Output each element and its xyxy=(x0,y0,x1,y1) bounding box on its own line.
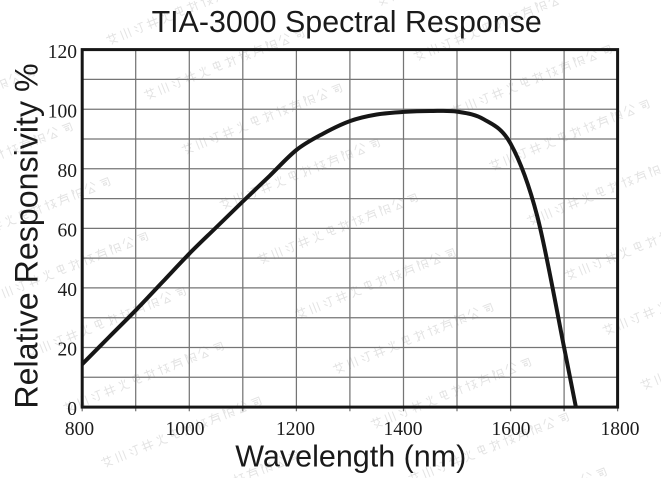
svg-text:1000: 1000 xyxy=(166,419,205,440)
svg-text:100: 100 xyxy=(48,101,77,122)
svg-text:80: 80 xyxy=(58,161,78,182)
svg-text:TIA-3000 Spectral Response: TIA-3000 Spectral Response xyxy=(152,5,542,39)
svg-text:1800: 1800 xyxy=(601,419,640,440)
svg-text:0: 0 xyxy=(67,399,77,420)
svg-text:40: 40 xyxy=(58,280,78,301)
svg-text:800: 800 xyxy=(65,419,94,440)
svg-text:1400: 1400 xyxy=(384,419,423,440)
svg-text:1600: 1600 xyxy=(492,419,531,440)
svg-text:Wavelength (nm): Wavelength (nm) xyxy=(235,439,466,473)
svg-text:120: 120 xyxy=(48,42,77,63)
svg-text:Relative Responsivity %: Relative Responsivity % xyxy=(9,63,45,408)
svg-text:1200: 1200 xyxy=(276,419,315,440)
svg-text:60: 60 xyxy=(58,221,78,242)
svg-text:20: 20 xyxy=(58,340,78,361)
